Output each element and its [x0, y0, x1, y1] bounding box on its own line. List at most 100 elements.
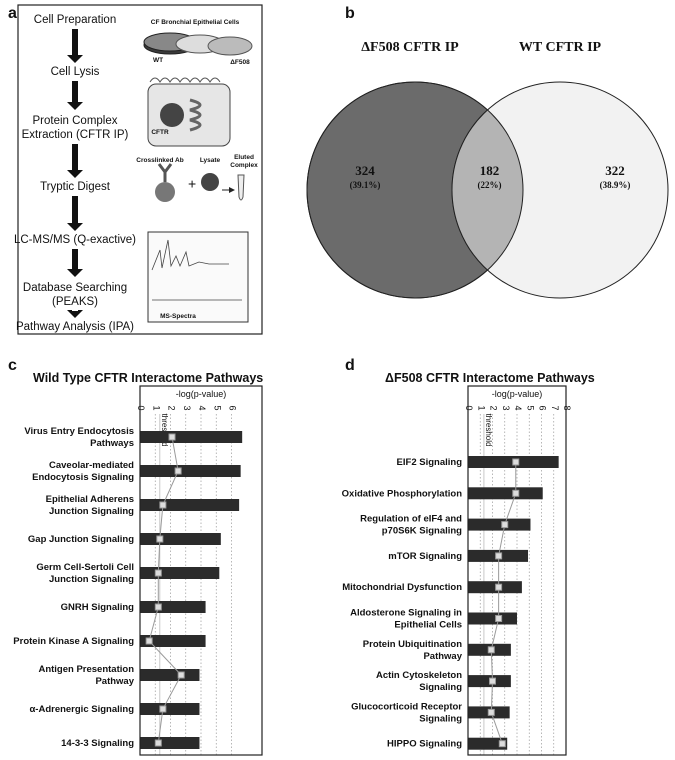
bar — [140, 499, 240, 511]
x-tick-label: 7 — [549, 405, 559, 410]
ratio-marker — [156, 535, 164, 543]
x-tick-label: 1 — [151, 405, 161, 410]
flow-arrow — [67, 310, 83, 318]
bar — [140, 601, 206, 613]
category-label: 14-3-3 Signaling — [61, 738, 134, 749]
bar — [140, 431, 243, 443]
workflow-step: Protein Complex Extraction (CFTR IP) — [22, 115, 129, 141]
x-tick-label: 2 — [166, 405, 176, 410]
x-tick-label: 4 — [197, 405, 207, 410]
bar — [140, 635, 206, 647]
bar — [468, 581, 522, 594]
ip-illustration: + — [155, 163, 245, 202]
ratio-marker — [168, 433, 176, 441]
illustration-label: WT — [153, 57, 163, 64]
x-tick-label: 2 — [488, 405, 498, 410]
panel-label: c — [8, 357, 17, 374]
x-tick-label: 4 — [513, 405, 523, 410]
bar — [468, 737, 508, 750]
region-count: 322 — [605, 163, 625, 178]
illustration-label: CF Bronchial Epithelial Cells — [151, 19, 240, 26]
x-tick-label: 0 — [464, 405, 474, 410]
workflow-frame — [17, 4, 263, 335]
category-label: Antigen Presentation Pathway — [38, 664, 134, 687]
bar — [140, 465, 241, 477]
region-count: 324 — [355, 163, 375, 178]
workflow-step: Tryptic Digest — [40, 181, 111, 193]
x-tick-label: 5 — [212, 405, 222, 410]
ratio-marker — [495, 615, 503, 622]
flow-arrow — [67, 144, 83, 178]
x-tick-label: 6 — [537, 405, 547, 410]
venn-overlap — [451, 82, 523, 298]
category-label: GNRH Signaling — [61, 602, 135, 613]
category-label: Actin Cytoskeleton Signaling — [376, 670, 462, 693]
category-label: Oxidative Phosphorylation — [342, 488, 463, 499]
x-tick-label: 3 — [181, 405, 191, 410]
flow-arrow — [67, 29, 83, 63]
bar — [140, 703, 200, 715]
flow-arrow — [67, 249, 83, 277]
x-axis-label: -log(p-value) — [176, 389, 227, 399]
category-label: Germ Cell-Sertoli Cell Junction Signaling — [36, 562, 134, 585]
flow-arrow — [67, 81, 83, 110]
illustration-label: CFTR — [151, 129, 169, 136]
bar — [468, 487, 543, 500]
workflow-step: Pathway Analysis (IPA) — [16, 321, 134, 333]
bar — [140, 567, 220, 579]
category-label: Virus Entry Endocytosis Pathways — [24, 426, 134, 449]
ratio-line — [148, 436, 182, 744]
illustration-label: MS-Spectra — [160, 313, 196, 320]
illustration-label: Crosslinked Ab — [136, 157, 183, 164]
chart-title: Wild Type CFTR Interactome Pathways — [33, 371, 263, 385]
x-tick-label: 1 — [476, 405, 486, 410]
x-axis-label: -log(p-value) — [492, 389, 543, 399]
panel-label: a — [8, 5, 17, 22]
illustration-label: Eluted Complex — [230, 154, 258, 169]
ratio-marker — [495, 552, 503, 560]
threshold-label: threshold — [484, 414, 493, 447]
category-label: mTOR Signaling — [388, 550, 462, 561]
ratio-marker — [495, 583, 503, 591]
set-label: WT CFTR IP — [519, 40, 602, 55]
ratio-marker — [489, 677, 496, 685]
ratio-marker — [159, 501, 167, 509]
x-tick-label: 0 — [136, 405, 146, 410]
set-label: ΔF508 CFTR IP — [361, 40, 459, 55]
region-percent: (22%) — [478, 180, 502, 190]
bar — [140, 669, 200, 681]
workflow-step: Cell Lysis — [51, 66, 100, 78]
cell-illustration — [147, 77, 231, 147]
ratio-marker — [154, 569, 162, 577]
category-label: Epithelial Adherens Junction Signaling — [46, 494, 135, 517]
ratio-marker — [487, 708, 495, 716]
ratio-marker — [174, 467, 182, 475]
workflow-step: LC-MS/MS (Q-exactive) — [14, 234, 136, 246]
ratio-marker — [487, 646, 495, 654]
bar — [140, 533, 221, 545]
bar — [468, 518, 531, 531]
illustration-label: Lysate — [200, 157, 221, 164]
workflow-step: Database Searching (PEAKS) — [23, 282, 127, 308]
ratio-marker — [154, 739, 162, 747]
plot-frame — [467, 385, 567, 756]
ratio-marker — [145, 637, 153, 645]
illustration-label: ΔF508 — [230, 59, 250, 66]
ratio-marker — [159, 705, 167, 713]
plot-frame — [139, 385, 263, 756]
category-label: Caveolar-mediated Endocytosis Signaling — [32, 460, 134, 483]
ms-spectrum — [147, 231, 249, 323]
category-label: EIF2 Signaling — [397, 457, 463, 468]
bar — [468, 612, 517, 625]
workflow-step: Cell Preparation — [34, 14, 116, 26]
ratio-marker — [177, 671, 185, 679]
category-label: Glucocorticoid Receptor Signaling — [351, 701, 462, 724]
ratio-marker — [498, 740, 506, 748]
x-tick-label: 3 — [500, 405, 510, 410]
category-label: Protein Ubiquitination Pathway — [363, 638, 463, 661]
chart-title: ΔF508 CFTR Interactome Pathways — [385, 371, 595, 385]
svg-text:+: + — [188, 176, 196, 192]
region-percent: (39.1%) — [350, 180, 381, 190]
category-label: Mitochondrial Dysfunction — [342, 582, 462, 593]
